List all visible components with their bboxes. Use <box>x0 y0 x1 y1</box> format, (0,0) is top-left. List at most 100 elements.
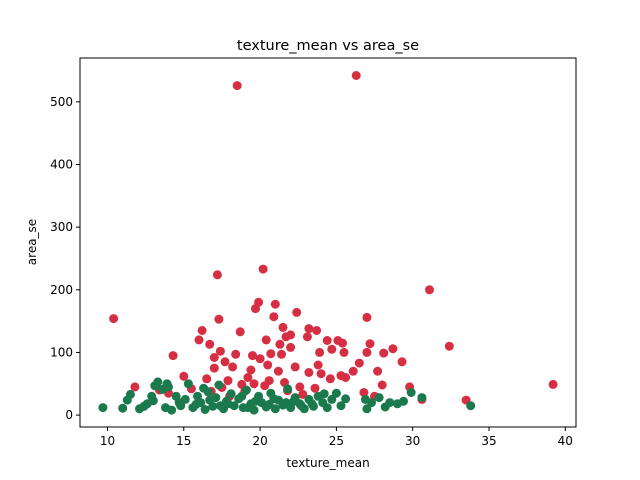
data-point-series-0 <box>246 365 256 375</box>
data-point-series-0 <box>109 314 119 324</box>
data-point-series-0 <box>281 332 291 342</box>
data-point-series-1 <box>341 394 351 404</box>
x-axis: 10 15 20 25 30 35 40 <box>100 427 573 448</box>
data-point-series-0 <box>248 351 257 361</box>
data-point-series-0 <box>197 326 207 335</box>
data-point-series-1 <box>215 401 225 411</box>
data-point-series-1 <box>283 384 293 394</box>
data-point-series-1 <box>466 401 476 411</box>
data-point-series-1 <box>205 395 215 405</box>
data-point-series-1 <box>385 398 395 408</box>
data-point-series-0 <box>312 326 322 335</box>
x-tick-label: 40 <box>558 434 573 448</box>
data-point-series-0 <box>270 299 280 309</box>
data-point-series-0 <box>377 380 387 390</box>
data-point-series-1 <box>164 382 173 392</box>
data-point-series-0 <box>302 332 312 342</box>
data-point-series-1 <box>214 380 224 390</box>
data-point-series-0 <box>325 374 335 384</box>
data-point-series-0 <box>258 264 268 274</box>
data-point-series-1 <box>243 403 253 413</box>
data-point-series-1 <box>125 389 135 399</box>
data-point-series-1 <box>118 403 128 413</box>
data-point-series-0 <box>351 71 361 80</box>
data-point-series-0 <box>315 347 325 357</box>
data-point-series-0 <box>209 353 219 362</box>
data-point-series-0 <box>249 379 259 389</box>
data-point-series-0 <box>261 335 271 345</box>
data-point-series-0 <box>286 342 296 352</box>
data-point-series-0 <box>263 360 273 370</box>
data-point-series-0 <box>362 312 372 322</box>
data-point-series-0 <box>292 307 302 317</box>
data-point-series-0 <box>304 324 314 334</box>
data-point-series-1 <box>241 385 251 395</box>
data-point-series-0 <box>179 371 189 381</box>
data-point-series-0 <box>298 389 308 399</box>
data-point-series-1 <box>327 394 337 404</box>
data-point-series-0 <box>235 327 245 337</box>
x-tick-label: 20 <box>252 434 267 448</box>
data-point-series-1 <box>331 388 341 398</box>
data-point-series-0 <box>379 348 389 358</box>
data-point-series-1 <box>147 391 157 401</box>
x-axis-label: texture_mean <box>286 456 369 470</box>
data-point-series-0 <box>214 314 224 324</box>
data-point-series-0 <box>273 366 283 376</box>
data-point-series-1 <box>200 405 210 414</box>
data-point-series-1 <box>237 391 247 401</box>
data-point-series-0 <box>278 322 288 332</box>
data-point-series-0 <box>223 376 233 386</box>
data-point-series-1 <box>223 399 233 409</box>
data-point-series-0 <box>327 344 337 354</box>
data-point-series-1 <box>281 398 291 408</box>
data-point-series-0 <box>373 366 383 376</box>
data-point-series-0 <box>359 388 369 397</box>
data-point-series-0 <box>348 366 358 376</box>
data-point-series-0 <box>168 351 178 361</box>
data-point-series-0 <box>365 339 375 349</box>
data-point-series-0 <box>322 336 332 345</box>
data-point-series-0 <box>232 81 242 91</box>
data-point-series-0 <box>339 347 349 357</box>
x-tick-label: 30 <box>405 434 420 448</box>
data-point-series-0 <box>260 381 270 391</box>
data-point-series-0 <box>388 344 398 354</box>
data-point-series-1 <box>183 379 193 389</box>
data-point-series-0 <box>231 349 241 359</box>
data-point-series-0 <box>397 357 407 367</box>
data-point-series-1 <box>98 403 108 413</box>
data-point-series-1 <box>174 398 184 408</box>
data-point-series-0 <box>255 354 265 364</box>
data-point-series-1 <box>319 389 329 399</box>
data-point-series-1 <box>264 399 274 409</box>
data-point-series-0 <box>130 382 140 392</box>
data-point-series-0 <box>251 304 260 314</box>
data-point-series-0 <box>354 358 364 368</box>
data-point-series-0 <box>316 369 326 379</box>
data-point-series-0 <box>220 357 230 367</box>
x-tick-label: 10 <box>100 434 115 448</box>
data-point-series-1 <box>296 401 306 411</box>
data-point-series-1 <box>226 389 236 399</box>
data-point-series-1 <box>161 403 170 413</box>
data-point-series-0 <box>290 362 300 372</box>
data-point-series-1 <box>153 377 163 387</box>
data-point-series-0 <box>338 338 347 348</box>
data-point-series-0 <box>269 312 279 322</box>
data-point-series-0 <box>194 335 204 345</box>
data-point-series-0 <box>243 373 253 382</box>
data-point-series-0 <box>215 346 225 356</box>
data-point-series-0 <box>304 368 314 377</box>
data-point-series-0 <box>202 374 212 384</box>
x-tick-label: 35 <box>481 434 496 448</box>
data-point-series-0 <box>341 373 351 382</box>
data-point-series-0 <box>212 270 222 280</box>
data-point-series-0 <box>425 285 434 295</box>
x-tick-label: 25 <box>329 434 344 448</box>
y-tick-label: 400 <box>50 158 73 172</box>
data-point-series-1 <box>139 401 149 411</box>
data-point-series-1 <box>322 403 332 413</box>
data-point-series-0 <box>444 341 454 351</box>
